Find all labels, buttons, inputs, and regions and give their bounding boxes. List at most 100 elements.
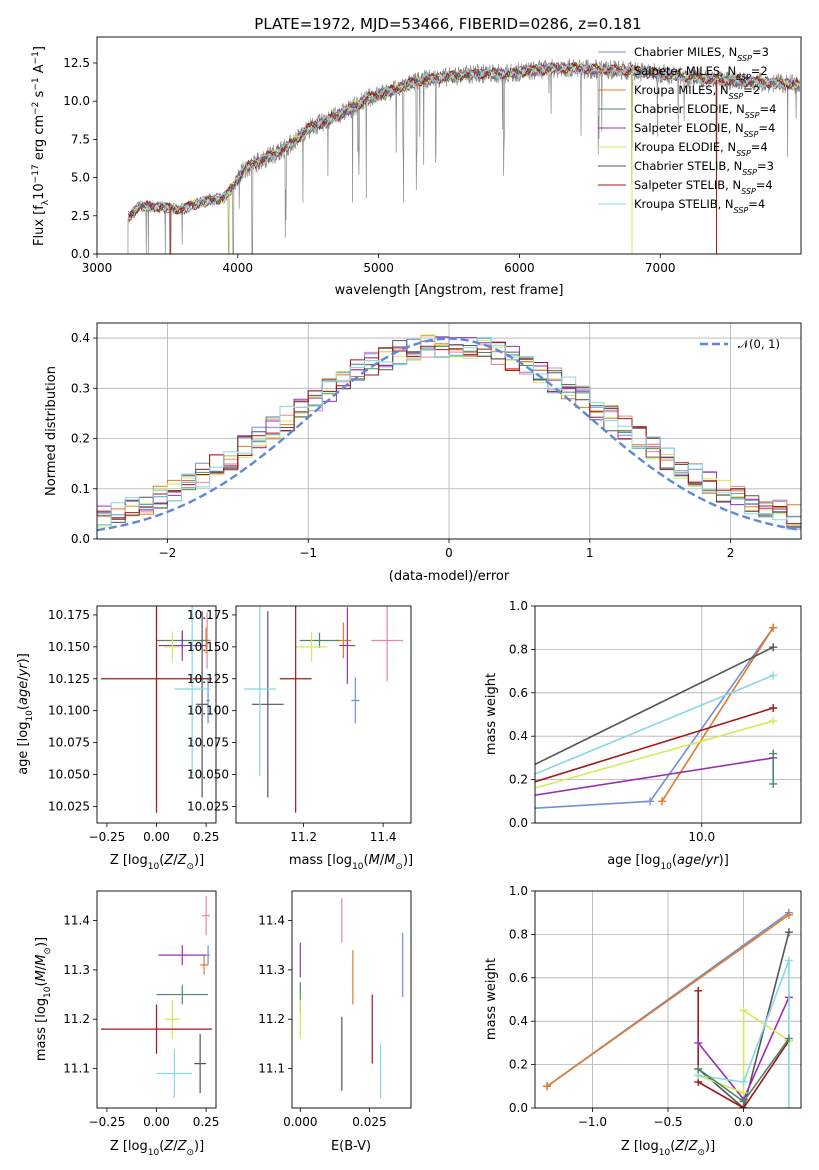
x-tick-label: 4000 (223, 261, 254, 275)
plot-residuals: −2 −1 0 1 2 0.0 0.1 0.2 0.3 0.4 𝒩(0, 1) (data-model… (44, 322, 802, 584)
x-tick-label: 0.0 (734, 1115, 753, 1129)
axes-frame (235, 605, 412, 824)
legend-label: Chabrier STELIB, NSSP=3 (634, 159, 774, 177)
mass-weight-line (535, 757, 774, 796)
y-tick-label: 0.1 (71, 482, 90, 496)
x-tick-label: 0.000 (283, 1115, 317, 1129)
y-tick-label: 10.050 (48, 767, 90, 781)
x-tick-label: 0.25 (193, 830, 220, 844)
plot-area (97, 334, 801, 532)
y-tick-label: 10.125 (187, 672, 229, 686)
y-tick-label: 0.3 (71, 381, 90, 395)
x-axis-label: age [log10(age/yr)] (607, 853, 729, 872)
x-tick-label: 0 (445, 546, 453, 560)
legend-label: Chabrier MILES, NSSP=3 (634, 45, 769, 63)
y-tick-label: 0.0 (71, 247, 90, 261)
y-tick-label: 11.1 (63, 1062, 90, 1076)
y-axis-label: Normed distribution (44, 366, 59, 496)
mass-weight-point (769, 623, 778, 632)
plot-mass-weight-vs-Z: −1.0 −0.5 0.0 0.0 0.2 0.4 0.6 0.8 1.0 Z [log10(Z/… (484, 884, 802, 1158)
legend-label: 𝒩(0, 1) (738, 337, 780, 351)
x-axis-label: Z [log10(Z/Z⊙)] (621, 1139, 715, 1158)
mass-weight-point (694, 1038, 703, 1047)
mass-weight-point (694, 1064, 703, 1073)
y-tick-label: 10.100 (187, 704, 229, 718)
mass-weight-point (499, 793, 507, 801)
y-tick-label: 0.2 (509, 773, 528, 787)
y-tick-label: 0.6 (509, 686, 528, 700)
y-axis-label: age [log10(age/yr)] (16, 653, 35, 775)
y-tick-label: 0.4 (509, 1014, 528, 1028)
y-tick-label: 10.050 (187, 767, 229, 781)
legend-label: Salpeter MILES, NSSP=2 (634, 64, 768, 82)
mass-weight-point (658, 797, 667, 806)
y-tick-label: 0.6 (509, 971, 528, 985)
y-tick-label: 10.0 (63, 94, 90, 108)
y-tick-label: 11.4 (258, 914, 285, 928)
mass-weight-point (769, 717, 778, 726)
x-tick-label: 1 (586, 546, 594, 560)
mass-weight-point (460, 806, 468, 814)
x-tick-label: 11.4 (370, 830, 397, 844)
mass-weight-point (739, 1097, 748, 1106)
x-tick-label: 6000 (504, 261, 535, 275)
y-tick-label: 7.5 (71, 132, 90, 146)
x-tick-label: −0.5 (653, 1115, 682, 1129)
mass-weight-point (739, 1006, 748, 1015)
plot-area (100, 606, 213, 813)
mass-weight-point (221, 819, 229, 827)
x-tick-label: 11.2 (290, 830, 317, 844)
x-tick-label: −0.25 (89, 1115, 126, 1129)
y-tick-label: 0.8 (509, 927, 528, 941)
x-axis-label: mass [log10(M/M⊙)] (289, 853, 413, 872)
y-tick-label: 10.100 (48, 704, 90, 718)
mass-weight-point (784, 1034, 793, 1043)
mass-weight-point (784, 1104, 793, 1108)
x-tick-label: 0.025 (352, 1115, 386, 1129)
plot-area (127, 58, 800, 254)
y-tick-label: 0.4 (71, 331, 90, 345)
axes-frame (534, 890, 802, 1109)
mass-weight-line (535, 707, 774, 783)
y-axis-label: mass weight (484, 958, 499, 1040)
y-tick-label: 12.5 (63, 56, 90, 70)
axes-frame (96, 890, 217, 1109)
mass-weight-point (491, 786, 499, 794)
mass-weight-point (769, 671, 778, 680)
mass-weight-point (491, 780, 499, 788)
spectrum-model-line (128, 62, 800, 216)
y-tick-label: 11.2 (63, 1012, 90, 1026)
y-tick-label: 10.025 (187, 799, 229, 813)
y-tick-label: 0.2 (509, 1058, 528, 1072)
y-tick-label: 0.0 (509, 816, 528, 830)
legend-label: Kroupa ELODIE, NSSP=4 (634, 140, 768, 158)
plot-age-vs-Z: −0.25 0.00 0.25 10.025 10.050 10.075 10.100 10.… (16, 605, 220, 872)
mass-weight-line (535, 627, 774, 809)
legend-label: Kroupa STELIB, NSSP=4 (634, 197, 765, 215)
plot-mass-weight-vs-age: 10.0 0.0 0.2 0.4 0.6 0.8 1.0 age [log10(age/yr)… (221, 599, 802, 872)
mass-weight-point (784, 910, 793, 919)
mass-weight-line (697, 1008, 790, 1094)
x-tick-label: 2 (727, 546, 735, 560)
y-axis-label: Flux [fλ10−17 erg cm−2 s−1 A−1] (31, 46, 51, 246)
legend-label: Chabrier ELODIE, NSSP=4 (634, 102, 776, 120)
plot-area (243, 606, 404, 813)
y-tick-label: 11.3 (63, 963, 90, 977)
mass-weight-point (784, 956, 793, 965)
x-tick-label: 7000 (645, 261, 676, 275)
y-axis-label: mass weight (484, 673, 499, 755)
y-axis-label: mass [log10(M/M⊙)] (34, 937, 53, 1061)
plot-age-vs-mass: 11.2 11.4 10.025 10.050 10.075 10.100 10.125 10… (187, 605, 413, 872)
x-tick-label: −1.0 (578, 1115, 607, 1129)
mass-weight-point (769, 643, 778, 652)
y-tick-label: 10.175 (187, 608, 229, 622)
mass-weight-point (694, 986, 703, 995)
plot-area (543, 908, 793, 1108)
x-tick-label: −2 (159, 546, 177, 560)
spectrum-model-line (127, 61, 800, 220)
y-tick-label: 10.150 (48, 640, 90, 654)
mass-weight-line (535, 674, 774, 775)
mass-weight-point (646, 797, 655, 806)
x-tick-label: −0.25 (89, 830, 126, 844)
